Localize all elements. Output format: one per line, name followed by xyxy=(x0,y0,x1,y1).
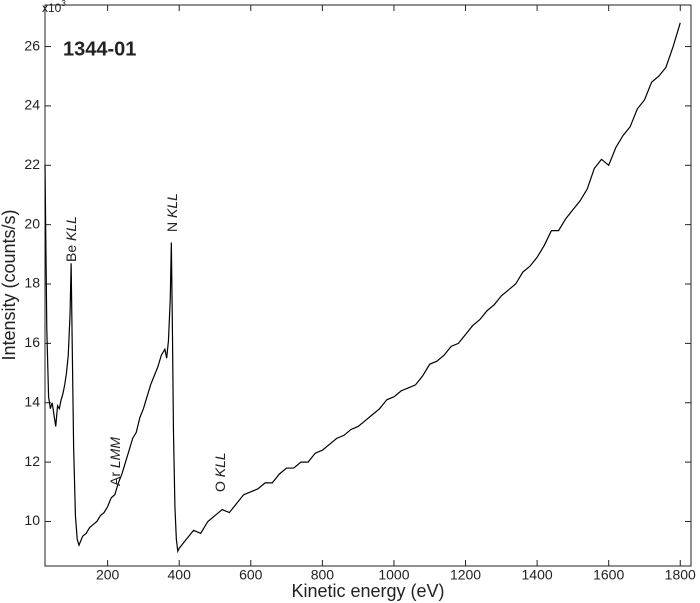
x-tick-label: 1800 xyxy=(665,567,696,583)
peak-annotation: N KLL xyxy=(164,193,180,232)
annotation-transition: LMM xyxy=(107,437,123,468)
annotation-element: Ar xyxy=(107,472,123,486)
x-tick-label: 1000 xyxy=(378,567,409,583)
y-tick-label: 14 xyxy=(24,393,40,409)
y-tick-label: 10 xyxy=(24,512,40,528)
y-axis-label: Intensity (counts/s) xyxy=(0,209,19,360)
x-axis-label: Kinetic energy (eV) xyxy=(291,581,444,601)
x-tick-label: 800 xyxy=(311,567,335,583)
x-tick-label: 200 xyxy=(96,567,120,583)
y-multiplier: x103 xyxy=(42,0,66,15)
x-tick-label: 600 xyxy=(239,567,263,583)
y-multiplier-exponent: 3 xyxy=(61,0,66,8)
peak-annotation: Ar LMM xyxy=(107,437,123,486)
y-tick-label: 20 xyxy=(24,215,40,231)
y-multiplier-base: x10 xyxy=(42,1,62,15)
annotation-transition: KLL xyxy=(164,193,180,218)
x-tick-label: 1400 xyxy=(522,567,553,583)
x-tick-label: 400 xyxy=(168,567,192,583)
y-tick-label: 26 xyxy=(24,37,40,53)
annotation-transition: KLL xyxy=(212,452,228,477)
y-tick-label: 16 xyxy=(24,334,40,350)
x-tick-label: 1200 xyxy=(450,567,481,583)
plot-frame xyxy=(44,4,692,567)
annotation-element: O xyxy=(212,481,228,492)
annotation-transition: KLL xyxy=(63,216,79,241)
y-tick-label: 24 xyxy=(24,97,40,113)
y-tick-label: 18 xyxy=(24,275,40,291)
peak-annotation: O KLL xyxy=(212,452,228,492)
y-tick-label: 12 xyxy=(24,453,40,469)
annotation-element: Be xyxy=(63,245,79,262)
peak-annotation: Be KLL xyxy=(63,216,79,262)
chart-title: 1344-01 xyxy=(63,38,136,60)
y-tick-label: 22 xyxy=(24,156,40,172)
annotation-element: N xyxy=(164,222,180,232)
x-tick-label: 1600 xyxy=(593,567,624,583)
spectrum-line xyxy=(44,22,681,554)
